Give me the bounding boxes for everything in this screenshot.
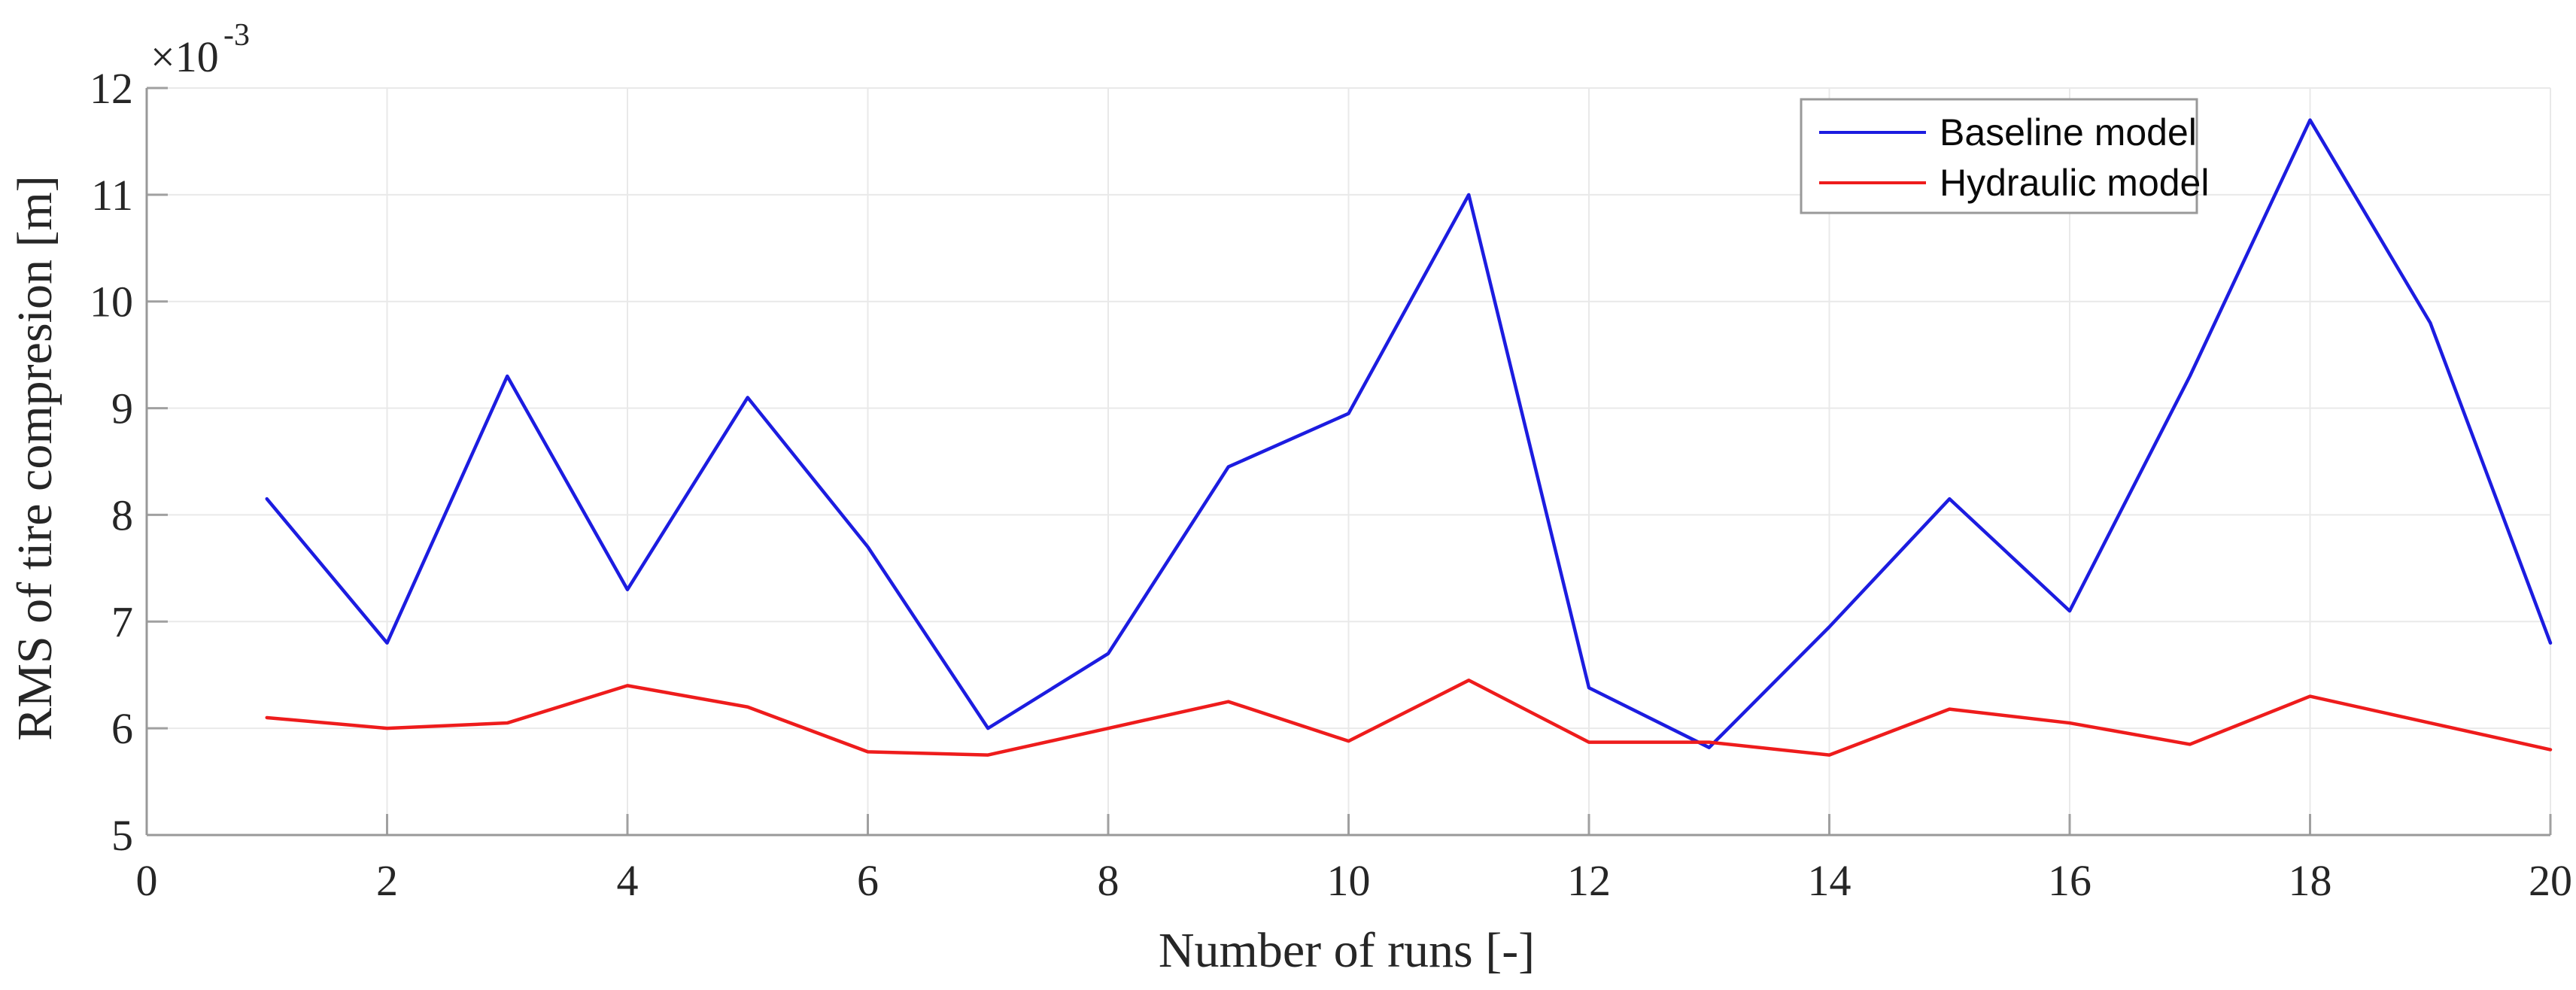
y-tick-label: 6 — [111, 704, 133, 753]
x-tick-label: 4 — [617, 856, 639, 905]
baseline-series-line — [265, 118, 2553, 749]
y-axis-title: RMS of tire compresion [m] — [8, 175, 62, 741]
y-tick-label: 10 — [90, 278, 133, 326]
legend-item-hydraulic: Hydraulic model — [1819, 162, 2209, 204]
x-tick-label: 6 — [857, 856, 879, 905]
x-tick-label: 2 — [376, 856, 398, 905]
x-tick-label: 0 — [136, 856, 158, 905]
y-axis-multiplier-exponent: -3 — [223, 18, 250, 53]
legend-label-baseline: Baseline model — [1940, 111, 2197, 153]
y-tick-label: 5 — [111, 811, 133, 860]
x-tick-label: 10 — [1327, 856, 1371, 905]
hydraulic-series-line — [265, 679, 2553, 757]
y-tick-label: 7 — [111, 597, 133, 646]
x-axis-title: Number of runs [-] — [1159, 923, 1535, 978]
x-tick-label: 20 — [2529, 856, 2572, 905]
series-layer — [265, 118, 2553, 757]
y-tick-label: 12 — [90, 64, 133, 113]
x-tick-label: 12 — [1567, 856, 1611, 905]
x-tick-label: 16 — [2048, 856, 2091, 905]
legend-item-baseline: Baseline model — [1819, 111, 2197, 153]
ticklabels-layer: 0 2 4 6 8 10 12 14 16 18 20 5 6 7 8 9 10 11 12 — [90, 64, 2572, 905]
x-tick-label: 18 — [2289, 856, 2332, 905]
y-tick-label: 11 — [91, 171, 133, 220]
tickmarks-layer — [145, 87, 2552, 837]
legend-box — [1800, 98, 2198, 214]
legend-label-hydraulic: Hydraulic model — [1940, 162, 2209, 204]
legend: Baseline model Hydraulic model — [1800, 98, 2209, 214]
y-tick-label: 9 — [111, 384, 133, 433]
y-tick-label: 8 — [111, 490, 133, 539]
y-axis-multiplier-base: ×10 — [150, 32, 219, 81]
x-tick-label: 8 — [1098, 856, 1119, 905]
x-tick-label: 14 — [1808, 856, 1852, 905]
